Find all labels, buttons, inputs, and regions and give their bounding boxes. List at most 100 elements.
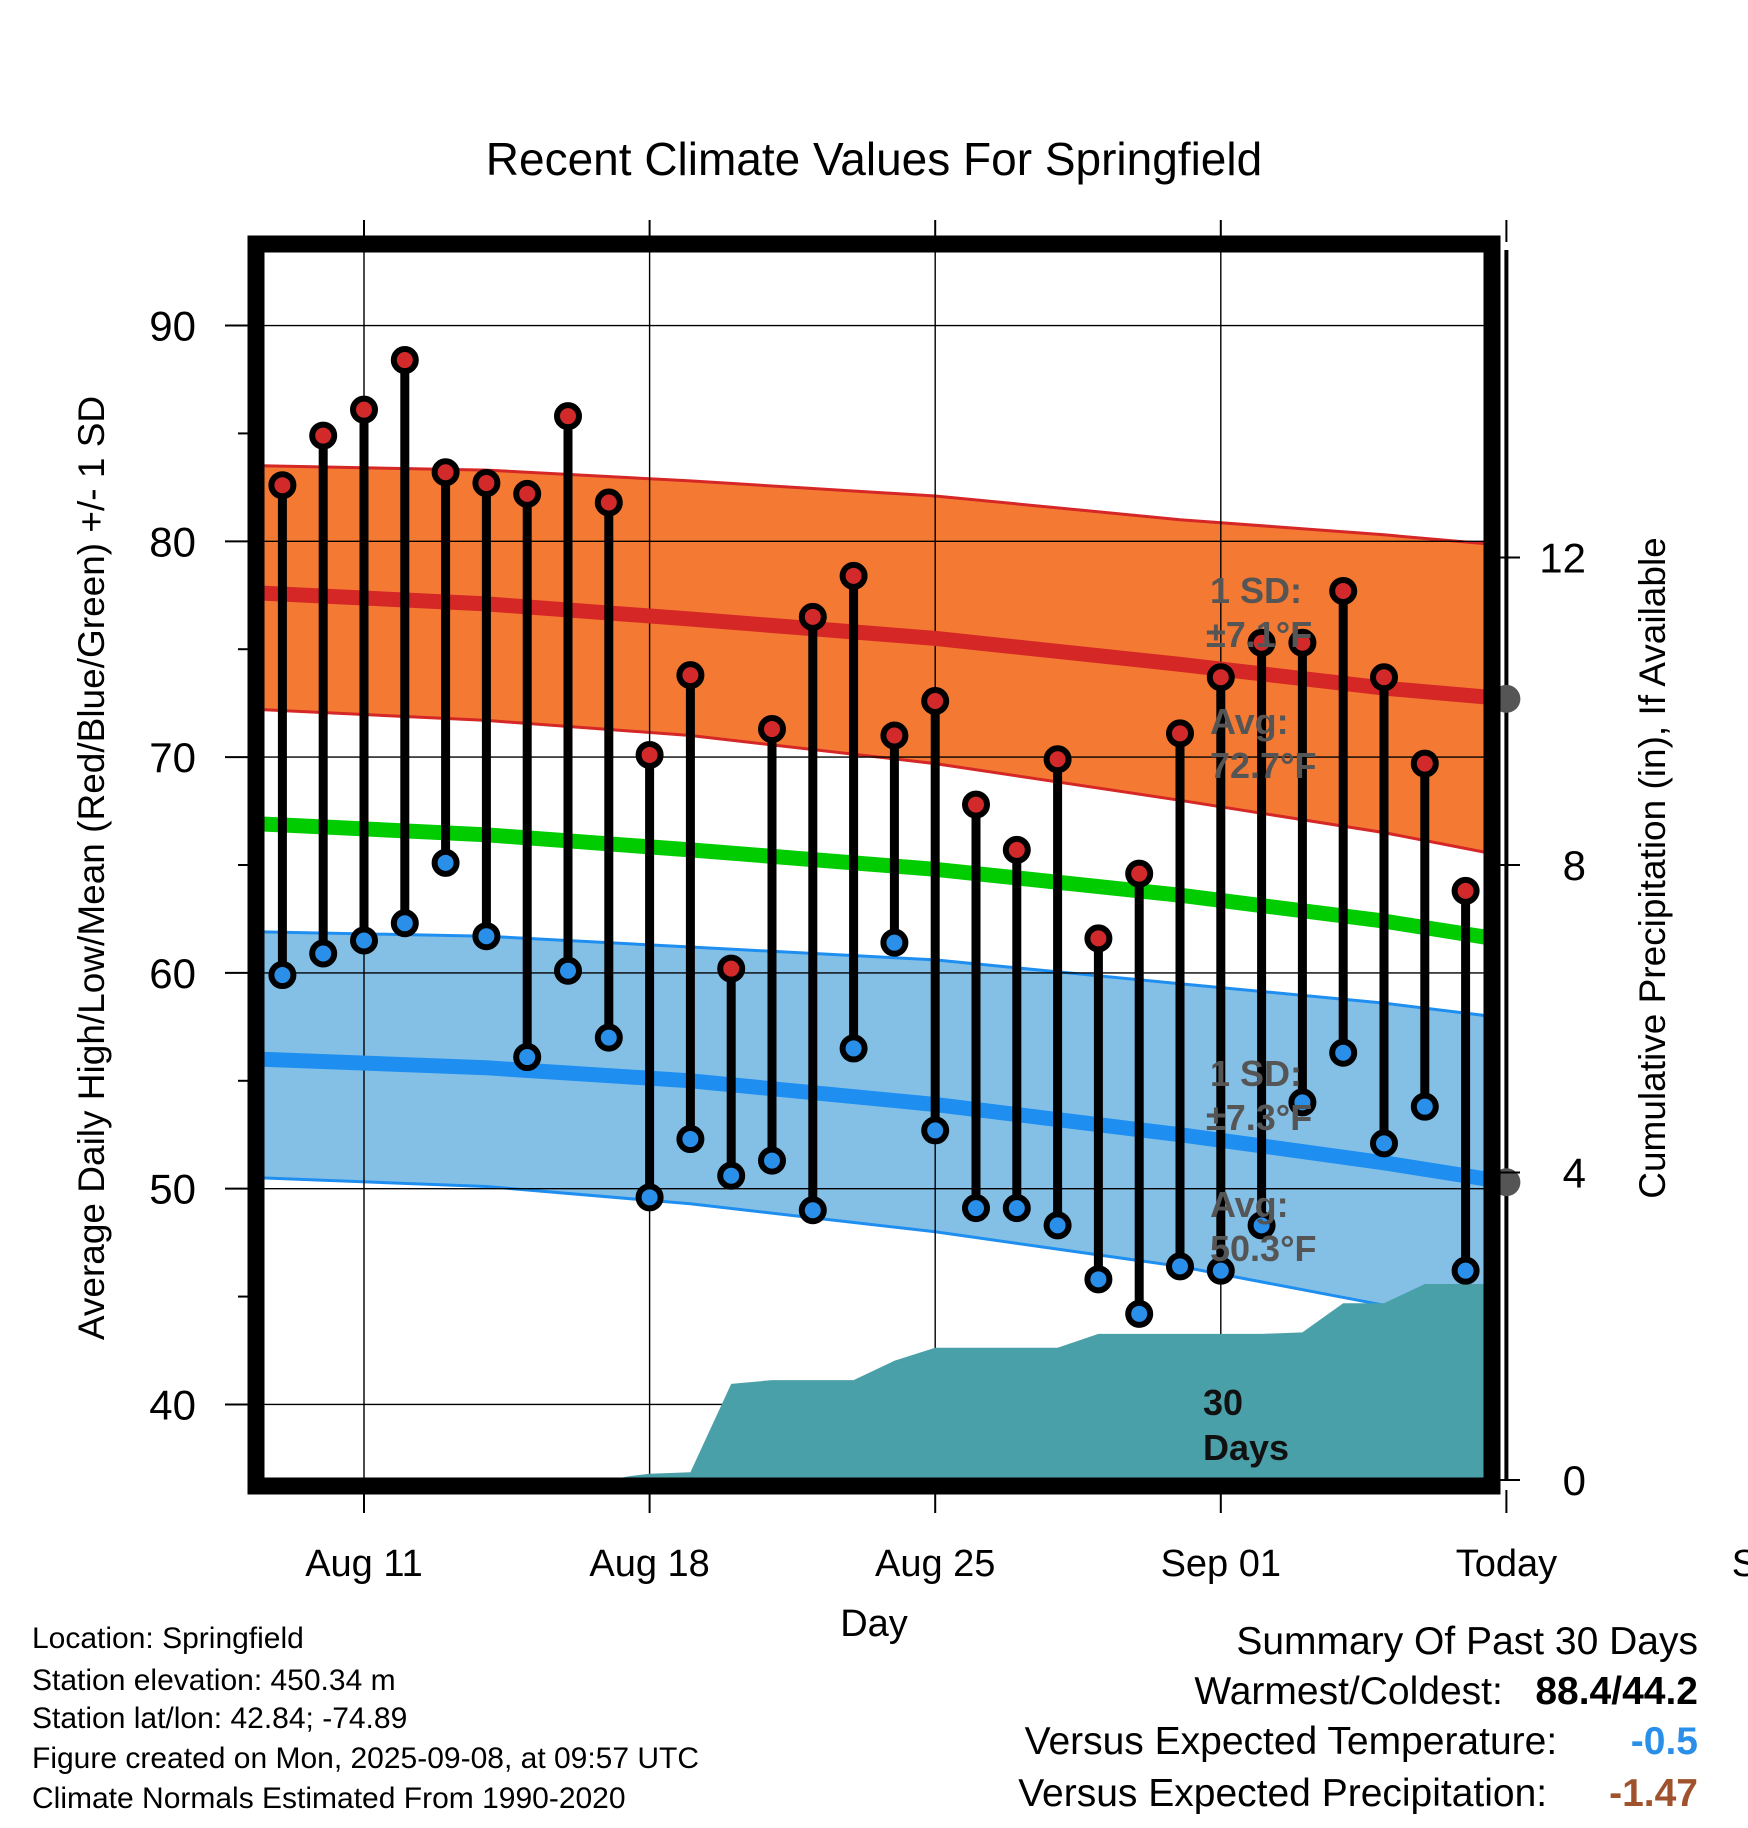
- daily-high-point: [1002, 835, 1031, 864]
- y-right-tick-label: 0: [1563, 1457, 1586, 1504]
- daily-low-point: [594, 1023, 623, 1052]
- high-sd-label: 1 SD:: [1210, 570, 1302, 611]
- y-axis-left-label: Average Daily High/Low/Mean (Red/Blue/Gr…: [71, 396, 112, 1340]
- y-right-tick-label: 12: [1539, 535, 1586, 582]
- high-sd-value: ±7.1°F: [1206, 614, 1312, 655]
- daily-high-point: [921, 687, 950, 715]
- x-tick-label: Aug 25: [875, 1543, 995, 1585]
- daily-high-point: [309, 421, 338, 450]
- daily-low-point: [880, 928, 909, 957]
- daily-high-point: [594, 488, 623, 517]
- daily-low-point: [1370, 1129, 1398, 1158]
- daily-high-point: [1451, 876, 1480, 905]
- y-left-tick-label: 70: [149, 734, 196, 781]
- summary-temp-label: Versus Expected Temperature:: [1024, 1720, 1558, 1763]
- high-avg-label: Avg:: [1210, 701, 1289, 742]
- daily-low-point: [390, 909, 419, 938]
- daily-low-point: [1084, 1265, 1113, 1294]
- daily-high-point: [635, 740, 664, 769]
- daily-low-point: [798, 1196, 827, 1225]
- footer-latlon: Station lat/lon: 42.84; -74.89: [32, 1702, 408, 1735]
- daily-low-point: [1451, 1256, 1480, 1285]
- daily-high-point: [880, 721, 909, 750]
- x-tick-label: Sep 01: [1161, 1543, 1281, 1585]
- summary-warm-value: 88.4/44.2: [1535, 1670, 1698, 1713]
- daily-low-point: [921, 1116, 950, 1145]
- daily-low-point: [635, 1183, 664, 1212]
- chart-title: Recent Climate Values For Springfield: [486, 133, 1262, 185]
- daily-low-point: [1329, 1038, 1358, 1067]
- summary-precip-value: -1.47: [1609, 1772, 1698, 1815]
- axis-ticks: [225, 220, 1520, 1513]
- daily-high-point: [676, 661, 705, 690]
- x-tick-label: Aug 11: [305, 1543, 423, 1585]
- low-sd-label: 1 SD:: [1210, 1053, 1302, 1094]
- days-annotation: 30 Days: [1203, 1382, 1289, 1468]
- y-left-tick-label: 60: [149, 950, 196, 997]
- daily-low-point: [472, 922, 501, 951]
- x-tick-label: Sep 15: [1732, 1543, 1748, 1585]
- plot-border: [247, 235, 1501, 1495]
- daily-low-point: [676, 1125, 705, 1154]
- daily-low-point: [431, 848, 460, 877]
- daily-high-point: [839, 561, 868, 590]
- high-annotation: 1 SD: ±7.1°F Avg: 72.7°F: [1206, 570, 1316, 786]
- low-avg-value: 50.3°F: [1210, 1228, 1316, 1269]
- y-left-tick-label: 40: [149, 1381, 196, 1428]
- daily-low-point: [1002, 1194, 1031, 1223]
- days-word: Days: [1203, 1427, 1289, 1468]
- daily-high-point: [1247, 628, 1276, 657]
- summary-temp-row: Versus Expected Temperature: -0.5: [1025, 1720, 1698, 1764]
- daily-low-point: [513, 1043, 542, 1072]
- daily-bars: [268, 250, 1521, 1480]
- daily-high-point: [472, 469, 501, 498]
- low-normal-band: [262, 931, 1486, 1324]
- daily-low-point: [1125, 1299, 1154, 1328]
- y-left-tick-label: 90: [149, 303, 196, 350]
- x-tick-label: Today: [1456, 1543, 1557, 1585]
- low-sd-value: ±7.3°F: [1206, 1097, 1312, 1138]
- daily-low-point: [1288, 1088, 1317, 1117]
- daily-low-point: [1206, 1256, 1235, 1285]
- daily-low-point: [309, 939, 338, 968]
- high-normal-line: [262, 585, 1486, 705]
- footer-location: Location: Springfield: [32, 1622, 304, 1655]
- daily-low-point: [268, 961, 297, 990]
- daily-high-point: [962, 790, 990, 819]
- daily-high-point: [1329, 576, 1358, 605]
- precip-cumulative-area: [262, 1284, 1486, 1480]
- daily-high-point: [758, 715, 786, 744]
- footer-created: Figure created on Mon, 2025-09-08, at 09…: [32, 1742, 700, 1775]
- daily-high-point: [1206, 663, 1235, 692]
- daily-high-point: [1370, 663, 1398, 692]
- summary-title: Summary Of Past 30 Days: [1236, 1620, 1698, 1663]
- daily-high-point: [1410, 749, 1439, 778]
- daily-low-point: [1043, 1211, 1072, 1240]
- daily-high-point: [798, 602, 827, 631]
- daily-low-point: [839, 1034, 868, 1063]
- daily-high-point: [717, 954, 746, 983]
- daily-low-point: [350, 926, 378, 955]
- y-right-tick-label: 4: [1563, 1150, 1586, 1197]
- daily-low-point: [758, 1146, 786, 1175]
- y-left-tick-label: 80: [149, 518, 196, 565]
- daily-low-point: [962, 1194, 990, 1223]
- x-tick-label: Aug 18: [589, 1543, 709, 1585]
- daily-low-point: [1410, 1092, 1439, 1121]
- daily-low-point: [1166, 1252, 1194, 1281]
- y-right-tick-label: 8: [1563, 842, 1586, 889]
- days-number: 30: [1203, 1382, 1243, 1423]
- high-avg-value: 72.7°F: [1210, 745, 1316, 786]
- summary-temp-value: -0.5: [1630, 1720, 1698, 1763]
- high-normal-band-upper-edge: [262, 464, 1486, 546]
- footer-normals: Climate Normals Estimated From 1990-2020: [32, 1782, 626, 1815]
- daily-high-point: [350, 395, 378, 424]
- daily-high-point: [1084, 924, 1113, 953]
- y-axis-right-label: Cumulative Precipitation (in), If Availa…: [1632, 537, 1673, 1199]
- daily-low-point: [717, 1161, 746, 1190]
- daily-high-point: [268, 471, 297, 500]
- daily-high-point: [1125, 859, 1154, 888]
- daily-high-point: [554, 402, 582, 431]
- low-annotation: 1 SD: ±7.3°F Avg: 50.3°F: [1206, 1053, 1316, 1269]
